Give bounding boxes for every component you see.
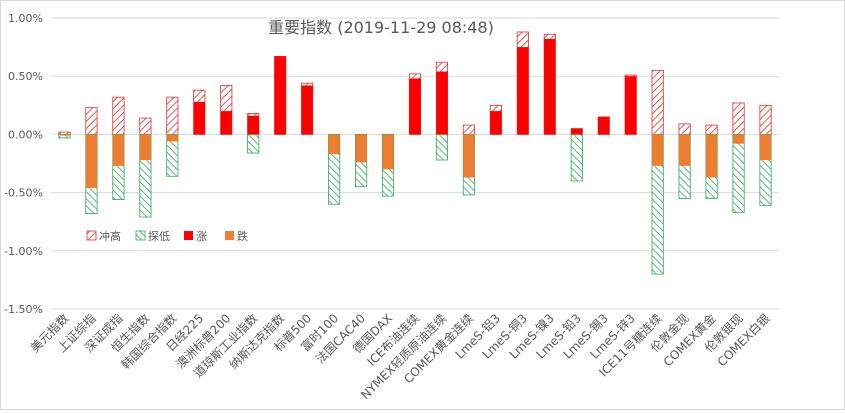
bar-跌-10: [328, 134, 340, 155]
bar-冲高-3: [139, 117, 152, 135]
bar-涨-19: [571, 128, 583, 135]
bar-探低-7: [247, 133, 260, 154]
chart-title: 重要指数 (2019-11-29 08:48): [268, 18, 494, 37]
y-tick-label: -1.50%: [4, 303, 43, 316]
bar-探低-19: [570, 133, 583, 182]
legend-swatch: [86, 230, 97, 241]
bar-涨-16: [490, 111, 502, 135]
bar-跌-22: [652, 134, 664, 166]
grid-layer: [51, 17, 779, 310]
bar-跌-11: [355, 134, 367, 163]
bar-layer: [58, 31, 772, 275]
bar-涨-5: [193, 101, 205, 135]
legend: 冲高 探低 涨 跌: [86, 229, 248, 243]
bar-跌-23: [678, 134, 691, 166]
y-tick-label: 0.00%: [8, 128, 43, 141]
y-tick-label: 1.00%: [8, 12, 43, 25]
bar-探低-14: [435, 133, 449, 161]
bar-跌-1: [85, 134, 98, 188]
bar-跌-15: [463, 134, 475, 178]
legend-swatch: [135, 230, 146, 241]
bar-冲高-23: [678, 123, 691, 135]
y-tick-label: 0.50%: [8, 70, 43, 83]
x-axis: 美元指数上证综指深证成指恒生指数韩国综合指数日经225澳洲标普200道琼斯工业指…: [27, 311, 773, 403]
bar-冲高-15: [462, 124, 475, 135]
bar-涨-7: [247, 115, 259, 135]
bar-跌-3: [139, 134, 152, 161]
bar-跌-12: [382, 134, 394, 170]
bar-涨-17: [517, 47, 529, 135]
legend-label: 涨: [196, 230, 207, 243]
bar-跌-24: [705, 134, 718, 178]
legend-swatch: [225, 231, 234, 240]
bar-冲高-25: [732, 102, 745, 135]
bar-冲高-4: [166, 96, 179, 135]
legend-label: 冲高: [99, 229, 121, 243]
bar-跌-4: [166, 134, 178, 142]
bar-涨-18: [544, 38, 556, 135]
bar-探低-25: [732, 133, 745, 213]
bar-涨-21: [625, 76, 637, 135]
bar-跌-2: [112, 134, 125, 166]
bar-跌-25: [732, 134, 745, 144]
bar-涨-6: [220, 111, 232, 135]
bar-冲高-22: [651, 69, 664, 135]
y-tick-label: -0.50%: [4, 187, 43, 200]
bar-冲高-2: [112, 96, 125, 135]
bar-涨-14: [436, 71, 448, 135]
bar-涨-20: [598, 116, 610, 135]
bar-冲高-1: [85, 107, 98, 135]
bar-涨-9: [301, 85, 313, 135]
legend-label: 跌: [237, 229, 248, 243]
bar-涨-13: [409, 78, 421, 135]
legend-label: 探低: [148, 230, 170, 243]
bar-跌-26: [759, 134, 772, 161]
bar-冲高-24: [705, 124, 718, 135]
y-axis: 1.00% 0.50% 0.00% -0.50% -1.00% -1.50%: [4, 12, 43, 316]
y-tick-label: -1.00%: [4, 245, 43, 258]
bar-涨-8: [274, 56, 286, 135]
bar-跌-0: [58, 134, 71, 136]
bar-冲高-26: [759, 104, 772, 135]
legend-swatch: [184, 231, 193, 240]
